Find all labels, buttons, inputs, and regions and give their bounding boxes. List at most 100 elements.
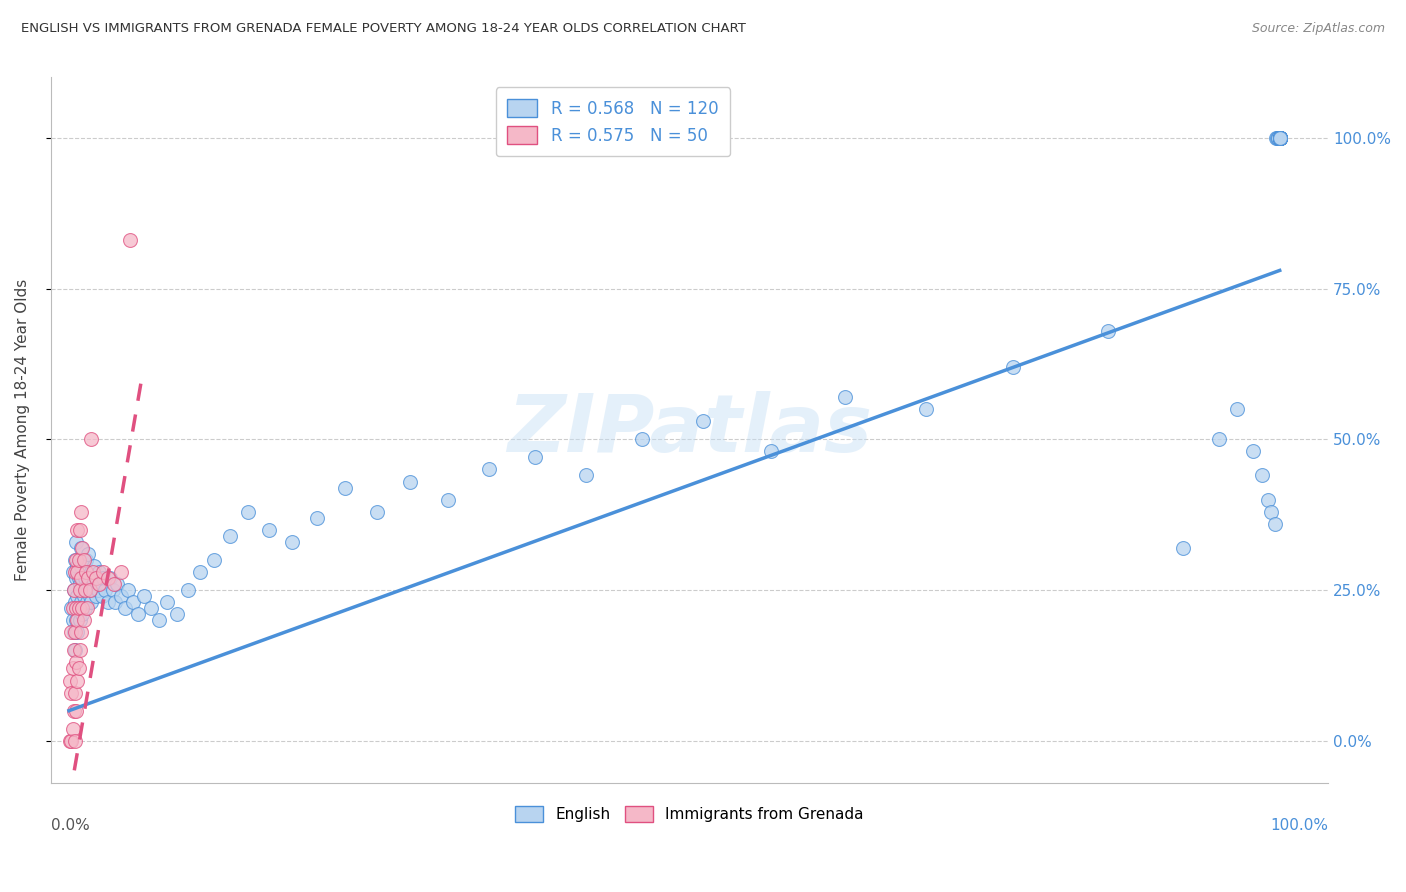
Point bbox=[437, 492, 460, 507]
Point bbox=[101, 583, 124, 598]
Point bbox=[91, 565, 114, 579]
Point bbox=[1260, 505, 1282, 519]
Point bbox=[69, 583, 91, 598]
Point bbox=[63, 583, 86, 598]
Point bbox=[67, 661, 90, 675]
Point bbox=[63, 643, 86, 657]
Point bbox=[307, 510, 329, 524]
Point bbox=[89, 577, 111, 591]
Point bbox=[72, 613, 94, 627]
Point bbox=[63, 643, 86, 657]
Point bbox=[66, 589, 89, 603]
Point bbox=[89, 565, 111, 579]
Point bbox=[65, 613, 87, 627]
Text: ENGLISH VS IMMIGRANTS FROM GRENADA FEMALE POVERTY AMONG 18-24 YEAR OLDS CORRELAT: ENGLISH VS IMMIGRANTS FROM GRENADA FEMAL… bbox=[21, 22, 747, 36]
Point bbox=[82, 565, 104, 579]
Point bbox=[1268, 130, 1291, 145]
Point bbox=[1268, 130, 1291, 145]
Point bbox=[1268, 130, 1291, 145]
Point bbox=[148, 613, 170, 627]
Point bbox=[1264, 516, 1286, 531]
Point bbox=[1268, 130, 1291, 145]
Point bbox=[80, 571, 103, 585]
Point bbox=[1257, 492, 1279, 507]
Point bbox=[1268, 130, 1291, 145]
Point bbox=[66, 613, 89, 627]
Point bbox=[60, 685, 83, 699]
Point bbox=[84, 571, 107, 585]
Point bbox=[110, 565, 132, 579]
Point bbox=[104, 595, 127, 609]
Text: 100.0%: 100.0% bbox=[1270, 818, 1329, 833]
Point bbox=[67, 571, 90, 585]
Point bbox=[1241, 444, 1264, 458]
Point bbox=[188, 565, 211, 579]
Point bbox=[1250, 468, 1272, 483]
Point bbox=[70, 558, 93, 573]
Text: ZIPatlas: ZIPatlas bbox=[508, 392, 872, 469]
Point bbox=[70, 541, 93, 555]
Point bbox=[399, 475, 422, 489]
Point bbox=[70, 625, 93, 640]
Point bbox=[1268, 130, 1291, 145]
Point bbox=[90, 589, 112, 603]
Point bbox=[62, 722, 84, 736]
Point bbox=[63, 625, 86, 640]
Point bbox=[118, 233, 141, 247]
Point bbox=[1268, 130, 1291, 145]
Point bbox=[62, 601, 84, 615]
Point bbox=[63, 625, 86, 640]
Point bbox=[63, 595, 86, 609]
Point bbox=[72, 571, 94, 585]
Point bbox=[65, 601, 87, 615]
Point bbox=[76, 601, 98, 615]
Point bbox=[77, 571, 100, 585]
Point bbox=[77, 547, 100, 561]
Point bbox=[103, 577, 125, 591]
Point bbox=[72, 541, 94, 555]
Legend: English, Immigrants from Grenada: English, Immigrants from Grenada bbox=[509, 799, 870, 829]
Point bbox=[72, 589, 94, 603]
Point bbox=[63, 704, 86, 718]
Point bbox=[915, 402, 938, 417]
Y-axis label: Female Poverty Among 18-24 Year Olds: Female Poverty Among 18-24 Year Olds bbox=[15, 279, 30, 582]
Point bbox=[1002, 359, 1025, 374]
Point bbox=[70, 505, 93, 519]
Point bbox=[66, 565, 89, 579]
Point bbox=[1268, 130, 1291, 145]
Point bbox=[219, 529, 242, 543]
Point bbox=[65, 534, 87, 549]
Point bbox=[1268, 130, 1291, 145]
Point bbox=[73, 601, 96, 615]
Point bbox=[761, 444, 783, 458]
Point bbox=[1268, 130, 1291, 145]
Point bbox=[63, 734, 86, 748]
Point bbox=[63, 685, 86, 699]
Point bbox=[70, 571, 93, 585]
Point bbox=[1268, 130, 1291, 145]
Text: Source: ZipAtlas.com: Source: ZipAtlas.com bbox=[1251, 22, 1385, 36]
Point bbox=[76, 595, 98, 609]
Point bbox=[72, 607, 94, 622]
Point bbox=[1268, 130, 1291, 145]
Point bbox=[80, 595, 103, 609]
Point bbox=[80, 565, 103, 579]
Point bbox=[63, 583, 86, 598]
Point bbox=[75, 583, 97, 598]
Point bbox=[132, 589, 155, 603]
Point bbox=[1267, 130, 1289, 145]
Point bbox=[97, 571, 120, 585]
Point bbox=[176, 583, 198, 598]
Point bbox=[60, 601, 83, 615]
Point bbox=[1268, 130, 1291, 145]
Point bbox=[83, 558, 105, 573]
Point bbox=[75, 565, 97, 579]
Point bbox=[84, 589, 107, 603]
Point bbox=[72, 601, 94, 615]
Point bbox=[1268, 130, 1291, 145]
Point bbox=[59, 673, 82, 688]
Point bbox=[79, 583, 101, 598]
Point bbox=[80, 432, 103, 446]
Point bbox=[75, 553, 97, 567]
Point bbox=[141, 601, 163, 615]
